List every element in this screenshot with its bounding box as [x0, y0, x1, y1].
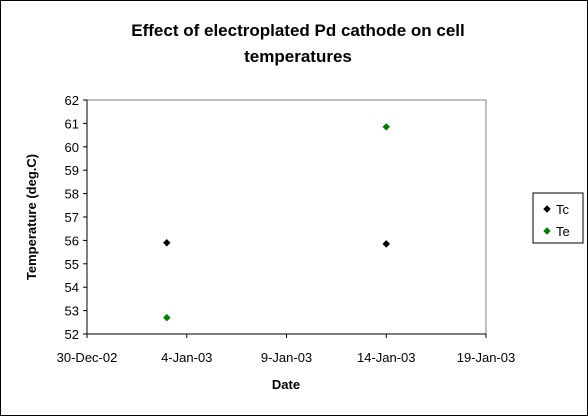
legend-marker-tc: [543, 205, 551, 213]
y-tick-label: 59: [65, 163, 79, 178]
x-tick-label: 9-Jan-03: [261, 350, 312, 365]
point-tc: [382, 240, 391, 248]
y-axis-ticks: 52 53 54 55 56 57 58 59 60 61 62: [65, 93, 87, 342]
y-tick-label: 56: [65, 233, 79, 248]
y-tick-label: 62: [65, 93, 79, 108]
y-tick-label: 53: [65, 304, 79, 319]
axes: [86, 100, 486, 335]
legend-label-tc: Tc: [556, 202, 570, 217]
y-tick-label: 61: [65, 116, 79, 131]
x-tick-label: 19-Jan-03: [457, 350, 516, 365]
chart-title-line-1: Effect of electroplated Pd cathode on ce…: [131, 21, 464, 40]
x-tick-label: 4-Jan-03: [161, 350, 212, 365]
data-points: [162, 123, 391, 322]
y-tick-label: 60: [65, 140, 79, 155]
legend: Tc Te: [532, 192, 584, 244]
legend-box: [532, 192, 584, 244]
y-tick-label: 55: [65, 257, 79, 272]
x-tick-label: 14-Jan-03: [357, 350, 416, 365]
y-tick-label: 57: [65, 210, 79, 225]
y-axis-label: Temperature (deg.C): [24, 154, 39, 280]
x-axis-label: Date: [272, 377, 300, 392]
point-te: [162, 313, 171, 322]
x-axis-ticks: 30-Dec-02 4-Jan-03 9-Jan-03 14-Jan-03 19-Jan…: [57, 334, 516, 365]
plot-area: [86, 99, 487, 335]
x-tick-label: 30-Dec-02: [57, 350, 118, 365]
legend-marker-te: [543, 227, 551, 235]
point-tc: [162, 238, 171, 247]
chart-title-line-2: temperatures: [244, 47, 352, 66]
y-tick-label: 54: [65, 280, 79, 295]
point-te: [382, 123, 391, 131]
y-tick-label: 52: [65, 327, 79, 342]
y-tick-label: 58: [65, 187, 79, 202]
legend-label-te: Te: [556, 224, 570, 239]
